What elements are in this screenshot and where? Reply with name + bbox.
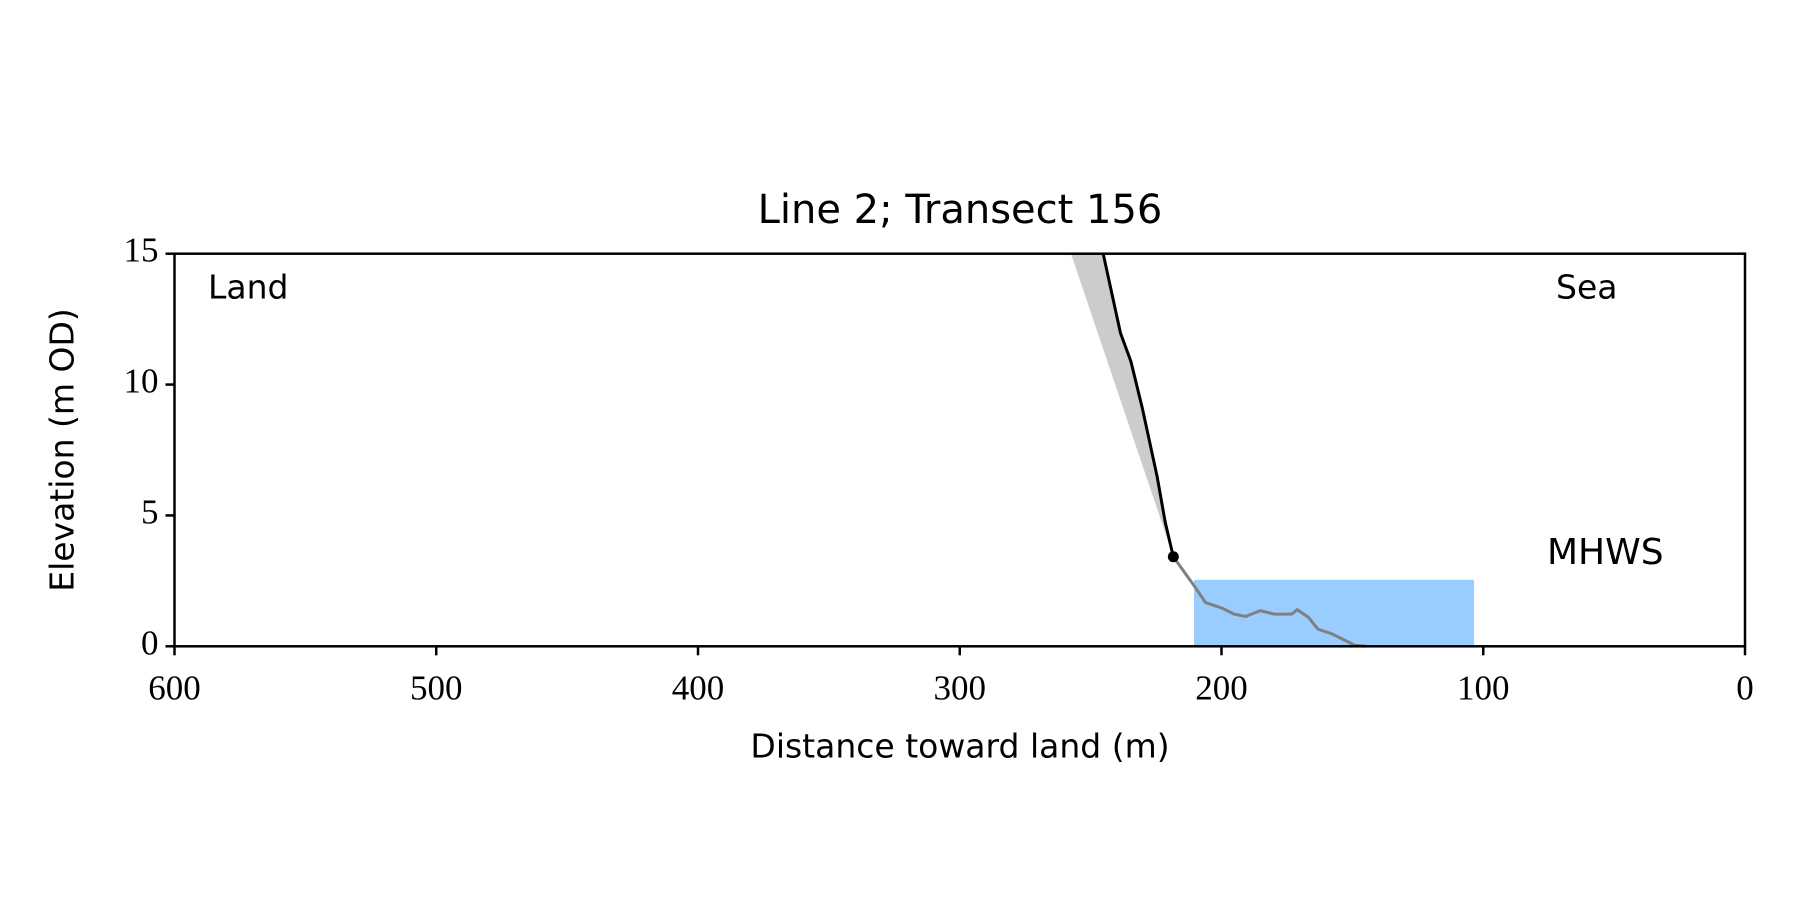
x-tick-label: 400	[672, 668, 725, 707]
y-tick-label: 0	[141, 623, 159, 662]
x-tick-label: 300	[934, 668, 987, 707]
x-tick-label: 600	[148, 668, 201, 707]
profile-line	[1101, 253, 1175, 558]
y-tick-label: 5	[141, 492, 159, 531]
x-axis-label: Distance toward land (m)	[750, 727, 1169, 766]
x-tick-label: 500	[410, 668, 463, 707]
y-axis-label: Elevation (m OD)	[43, 308, 82, 592]
y-tick-label: 15	[124, 231, 159, 270]
x-tick-label: 100	[1457, 668, 1510, 707]
plot-frame	[173, 252, 1747, 648]
mhws-label: MHWS	[1547, 532, 1664, 573]
land-label: Land	[208, 268, 288, 307]
shaded-area	[1070, 253, 1174, 557]
x-tick-label: 200	[1195, 668, 1248, 707]
chart-title: Line 2; Transect 156	[758, 187, 1163, 233]
profile-line	[1172, 555, 1367, 648]
point	[1167, 551, 1179, 563]
sea-label: Sea	[1556, 268, 1617, 307]
y-tick-label: 10	[124, 362, 159, 401]
x-tick-label: 0	[1736, 668, 1754, 707]
